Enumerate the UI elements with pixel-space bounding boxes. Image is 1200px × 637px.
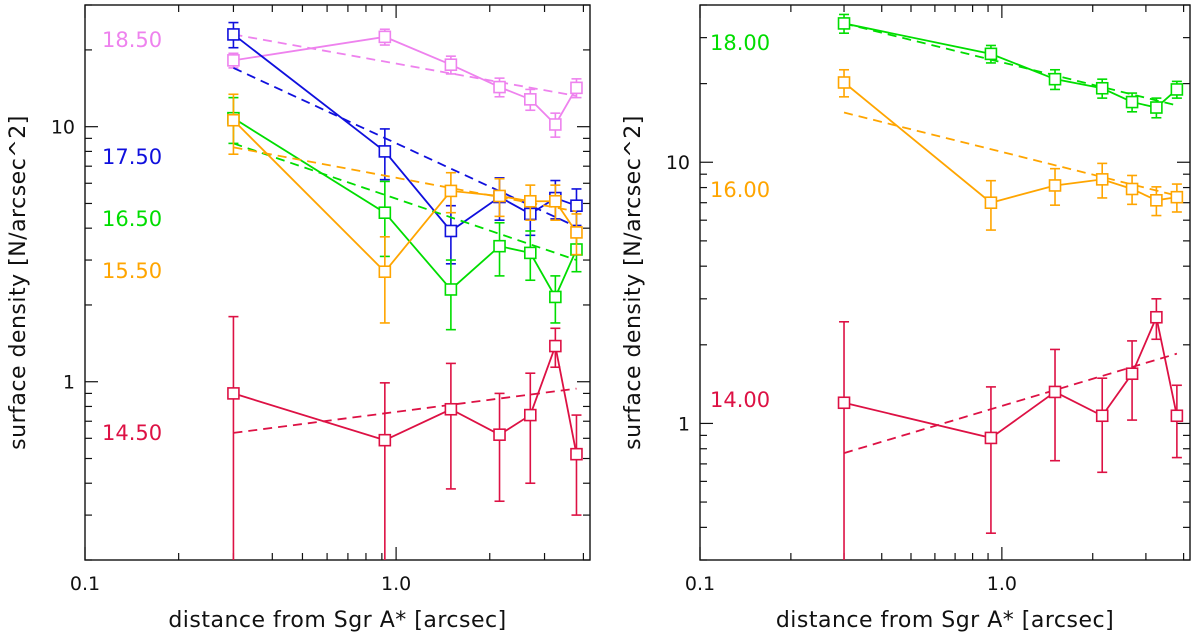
data-point <box>1048 179 1062 192</box>
series-16.00: 16.00 <box>710 68 1184 231</box>
data-point <box>1170 83 1184 96</box>
data-point <box>984 431 998 445</box>
data-point <box>493 189 506 203</box>
x-tick-label: 1.0 <box>987 573 1017 595</box>
data-point <box>493 80 506 94</box>
series-14.00: 14.00 <box>710 298 1184 560</box>
series-label: 14.50 <box>102 421 162 445</box>
y-tick-label: 1 <box>678 413 690 435</box>
data-point <box>1150 310 1163 324</box>
x-axis-label: distance from Sgr A* [arcsec] <box>776 608 1114 633</box>
right-panel: 0.1 1.0 1 10 distance from Sgr A* [arcsec] su… <box>621 4 1191 633</box>
data-point <box>1150 194 1163 207</box>
data-point <box>1048 385 1062 399</box>
data-point <box>444 58 458 72</box>
data-point <box>837 17 851 30</box>
data-point <box>984 47 998 61</box>
series-label: 14.00 <box>710 388 770 412</box>
x-tick-label: 1.0 <box>381 573 411 595</box>
data-point <box>549 290 562 304</box>
plot-frame <box>699 4 1191 561</box>
fit-line <box>233 142 577 261</box>
plot-frame <box>84 4 591 561</box>
data-point <box>570 81 583 95</box>
data-point <box>378 265 392 279</box>
fit-line <box>843 352 1178 454</box>
y-axis-label: surface density [N/arcsec^2] <box>6 115 31 450</box>
data-point <box>493 239 506 253</box>
data-point <box>524 408 537 422</box>
series-18.50: 18.50 <box>102 28 583 138</box>
data-point <box>549 339 562 353</box>
data-point <box>227 28 240 41</box>
data-point <box>524 246 537 260</box>
left-panel: 0.1 1.0 1 10 distance from Sgr A* [arcsec] su… <box>6 4 591 633</box>
series-label: 18.50 <box>102 28 162 52</box>
fit-line <box>843 22 1178 107</box>
data-point <box>1170 409 1184 423</box>
series-label: 16.50 <box>102 207 162 231</box>
data-point <box>1048 72 1062 86</box>
series-16.50: 16.50 <box>102 96 583 331</box>
data-point <box>378 30 392 44</box>
data-point <box>1095 173 1109 186</box>
series-18.00: 18.00 <box>710 13 1184 119</box>
series-label: 16.00 <box>710 178 770 202</box>
data-point <box>227 113 240 127</box>
x-tick-label: 0.1 <box>685 573 715 595</box>
data-point <box>984 196 998 210</box>
data-point <box>524 194 537 208</box>
fit-line <box>233 387 577 434</box>
data-point <box>549 118 562 131</box>
y-tick-label: 10 <box>666 152 690 174</box>
series-label: 15.50 <box>102 259 162 283</box>
data-point <box>1095 409 1109 423</box>
data-point <box>444 184 458 198</box>
y-axis-label: surface density [N/arcsec^2] <box>621 115 646 450</box>
data-point <box>1150 101 1163 114</box>
y-tick-label: 10 <box>51 117 75 139</box>
data-point <box>378 206 392 219</box>
data-point <box>549 194 562 208</box>
x-tick-label: 0.1 <box>70 573 100 595</box>
series-label: 18.00 <box>710 31 770 55</box>
data-point <box>837 76 851 89</box>
series-line <box>233 342 578 455</box>
data-point <box>1095 81 1109 95</box>
data-point <box>837 396 851 410</box>
data-point <box>524 93 537 106</box>
data-point <box>227 54 240 67</box>
data-point <box>378 433 392 447</box>
data-point <box>570 199 583 213</box>
data-point <box>570 447 583 461</box>
data-point <box>444 224 458 238</box>
data-point <box>444 402 458 416</box>
fit-line <box>843 111 1178 197</box>
data-point <box>378 145 392 158</box>
fit-line <box>233 33 577 97</box>
series-14.50: 14.50 <box>102 315 583 560</box>
data-point <box>1125 182 1139 196</box>
data-point <box>1170 190 1184 204</box>
data-point <box>1125 95 1139 109</box>
data-point <box>493 428 506 441</box>
data-point <box>570 226 583 239</box>
series-15.50: 15.50 <box>102 93 583 324</box>
data-point <box>1125 367 1139 381</box>
data-point <box>227 387 240 400</box>
series-line <box>233 35 578 126</box>
x-axis-label: distance from Sgr A* [arcsec] <box>168 608 506 633</box>
fit-line <box>233 146 577 213</box>
data-point <box>444 283 458 296</box>
series-label: 17.50 <box>102 145 162 169</box>
y-tick-label: 1 <box>63 372 75 394</box>
